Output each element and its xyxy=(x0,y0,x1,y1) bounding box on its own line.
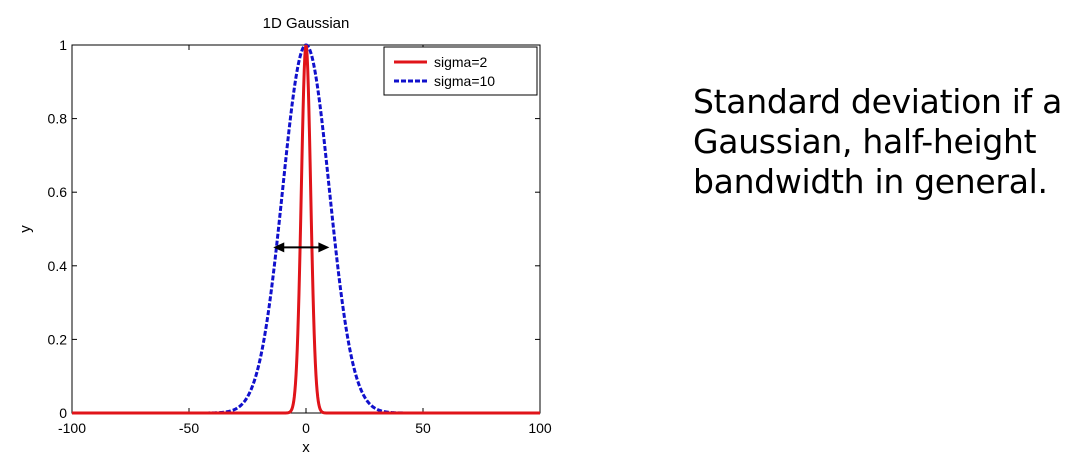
series-line-sigma-10 xyxy=(72,43,540,415)
annotation xyxy=(273,242,330,253)
plot-frame xyxy=(71,44,541,414)
x-tick-label: -50 xyxy=(179,420,199,436)
caption-text: Standard deviation if a Gaussian, half-h… xyxy=(693,82,1063,201)
y-tick-label: 0 xyxy=(59,405,67,421)
arrow-head-right xyxy=(318,242,330,253)
x-axis-label: x xyxy=(302,439,310,456)
y-axis-label: y xyxy=(17,225,34,233)
chart-title: 1D Gaussian xyxy=(263,15,350,32)
y-tick-label: 0.2 xyxy=(48,331,68,347)
y-tick-label: 0.6 xyxy=(48,184,68,200)
x-tick-label: -100 xyxy=(58,420,86,436)
tick-labels: -100 -50 0 50 100 0 0.2 0.4 0.6 0.8 1 xyxy=(48,37,552,436)
x-tick-label: 50 xyxy=(415,420,431,436)
series-line-sigma-2 xyxy=(72,44,540,415)
legend: sigma=2 sigma=10 xyxy=(383,46,538,96)
x-tick-label: 0 xyxy=(302,420,310,436)
y-tick-label: 1 xyxy=(59,37,67,53)
axis-ticks xyxy=(71,44,541,414)
gaussian-chart: 1D Gaussian -100 -50 0 50 10000.20.40.60.81 … xyxy=(17,15,552,456)
legend-label-sigma-10: sigma=10 xyxy=(434,73,495,89)
y-tick-label: 0.8 xyxy=(48,111,68,127)
legend-box xyxy=(383,46,538,96)
arrow-head-left xyxy=(273,242,285,253)
legend-label-sigma-2: sigma=2 xyxy=(434,54,488,70)
x-tick-label: 100 xyxy=(528,420,552,436)
plot-lines xyxy=(72,43,540,415)
y-tick-label: 0.4 xyxy=(48,258,68,274)
